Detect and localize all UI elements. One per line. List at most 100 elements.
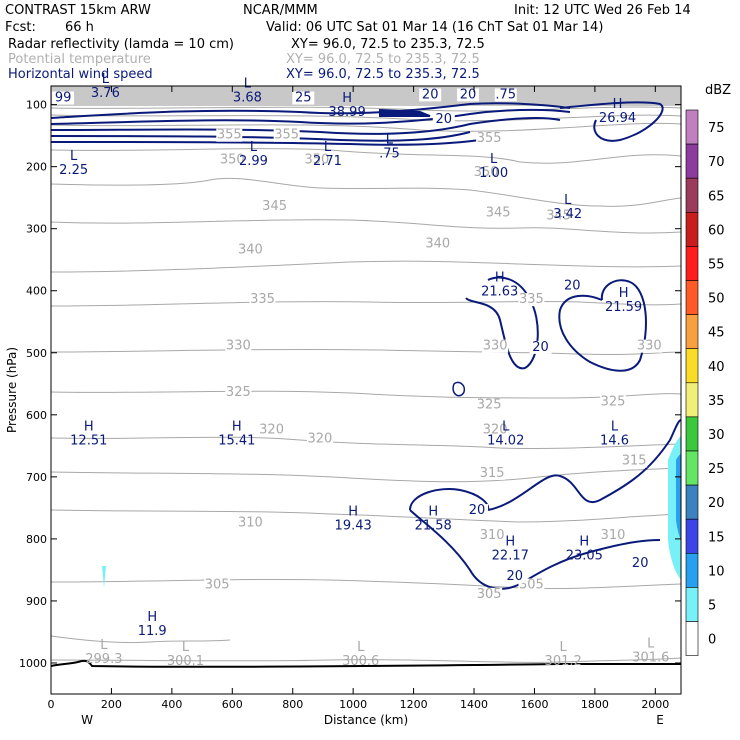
theta-label-bg bbox=[237, 243, 264, 257]
wind-label: .75 bbox=[495, 87, 516, 102]
colorbar-level: 40 bbox=[708, 360, 725, 375]
colorbar-swatches bbox=[685, 109, 699, 656]
x-tick-label: 200 bbox=[101, 698, 122, 711]
theta-label: 325 bbox=[477, 398, 502, 413]
extremum-value: 21.63 bbox=[481, 285, 518, 300]
wind-20-low-b bbox=[487, 419, 682, 511]
extremum-type: L bbox=[490, 152, 498, 167]
field-2-xy: XY= 96.0, 72.5 to 235.3, 72.5 bbox=[286, 52, 480, 67]
y-tick-label: 700 bbox=[26, 471, 47, 484]
theta-label-bg bbox=[482, 423, 509, 437]
extremum-value: 21.59 bbox=[605, 300, 642, 315]
y-tick-label: 900 bbox=[26, 595, 47, 608]
extremum-type: L bbox=[386, 132, 394, 147]
theta-label-bg bbox=[600, 528, 627, 542]
y-tick-label: 400 bbox=[26, 285, 47, 298]
extremum-type: L bbox=[647, 637, 655, 652]
colorbar-swatch bbox=[685, 621, 699, 656]
theta-contour-lines bbox=[50, 106, 682, 663]
colorbar-level: 30 bbox=[708, 428, 725, 443]
theta-label-bg bbox=[621, 454, 648, 468]
extremum-type: H bbox=[348, 505, 358, 520]
extremum-value: 3.68 bbox=[233, 91, 262, 106]
extremum-type: H bbox=[428, 505, 438, 520]
theta-label: 350 bbox=[220, 153, 245, 168]
theta-label: 315 bbox=[622, 453, 647, 468]
wind-labels: 99 25 20 20 .75 20 20 20 20 20 20 bbox=[52, 87, 652, 584]
wind-20-mid-b bbox=[558, 279, 647, 372]
theta-label: 345 bbox=[546, 208, 571, 223]
wind-label: 20 bbox=[422, 87, 439, 102]
x-tick-label: 1200 bbox=[400, 698, 428, 711]
wind-jet-right bbox=[559, 101, 664, 142]
plot-area: 355 355 355 350 350 350 345 345 345 340 340 335 335 3… bbox=[5, 72, 682, 727]
colorbar-level: 10 bbox=[708, 564, 725, 579]
theta-label-bg bbox=[225, 339, 252, 353]
reflectivity-left-cell bbox=[102, 566, 106, 588]
theta-label-bg bbox=[479, 466, 506, 480]
wind-jet-line-4 bbox=[50, 131, 471, 142]
colorbar-level: 55 bbox=[708, 257, 725, 272]
extremum-value: 300.6 bbox=[342, 654, 379, 669]
theta-label-bg bbox=[479, 528, 506, 542]
wind-label: 99 bbox=[55, 91, 72, 106]
extremum-value: 1.00 bbox=[479, 166, 508, 181]
theta-label: 310 bbox=[238, 515, 263, 530]
extremum-value: 3.76 bbox=[91, 86, 120, 101]
wind-label-bg bbox=[292, 91, 315, 105]
theta-label: 320 bbox=[483, 422, 508, 437]
wind-label-bg bbox=[529, 340, 552, 354]
x-tick-label: 1400 bbox=[460, 698, 488, 711]
theta-label-bg bbox=[225, 386, 252, 400]
extremum-value: 14.02 bbox=[487, 434, 524, 449]
extremum-type: L bbox=[250, 140, 258, 155]
field-1-xy: XY= 96.0, 72.5 to 235.3, 72.5 bbox=[291, 37, 485, 52]
x-tick-label: 0 bbox=[48, 698, 55, 711]
extremum-value: 2.71 bbox=[313, 154, 342, 169]
colorbar-swatch bbox=[685, 552, 699, 588]
wind-label: 25 bbox=[295, 91, 312, 106]
theta-label: 345 bbox=[486, 205, 511, 220]
extremum-type: L bbox=[100, 638, 108, 653]
extremum-value: 26.94 bbox=[599, 111, 636, 126]
theta-label-bg bbox=[237, 516, 264, 530]
x-tick-label: 1000 bbox=[339, 698, 367, 711]
x-axis: 0 200 400 600 800 1000 1200 1400 1600 1800 2000 bbox=[48, 86, 669, 711]
field-3-name: Horizontal wind speed bbox=[8, 67, 153, 82]
extremum-type: L bbox=[70, 149, 78, 164]
theta-label-bg bbox=[476, 587, 503, 601]
extremum-type: H bbox=[342, 91, 352, 106]
colorbar-swatch bbox=[685, 587, 699, 622]
theta-label-bg bbox=[424, 237, 451, 251]
wind-label: 20 bbox=[564, 278, 581, 293]
theta-label: 340 bbox=[425, 236, 450, 251]
extremum-value: 38.99 bbox=[329, 105, 366, 120]
theta-low-1 bbox=[50, 657, 682, 663]
y-tick-label: 200 bbox=[26, 161, 47, 174]
wind-label: 20 bbox=[469, 503, 486, 518]
theta-label: 320 bbox=[259, 422, 284, 437]
colorbar-unit: dBZ bbox=[705, 83, 731, 98]
extremum-type: L bbox=[324, 140, 332, 155]
extremum-value: .75 bbox=[379, 146, 400, 161]
org-label: NCAR/MMM bbox=[243, 3, 318, 18]
y-tick-label: 800 bbox=[26, 533, 47, 546]
theta-360 bbox=[50, 122, 682, 132]
theta-label: 335 bbox=[519, 292, 544, 307]
field-3-xy: XY= 96.0, 72.5 to 235.3, 72.5 bbox=[286, 67, 480, 82]
y-tick-label: 500 bbox=[26, 347, 47, 360]
extremum-value: 2.25 bbox=[59, 163, 88, 178]
theta-320 bbox=[50, 436, 682, 450]
wind-jet-line-3 bbox=[50, 116, 561, 135]
colorbar-swatch bbox=[685, 143, 699, 179]
extremum-value: 19.43 bbox=[335, 519, 372, 534]
theta-label-bg bbox=[216, 128, 243, 142]
wind-contour-lines bbox=[50, 101, 682, 590]
theta-label-bg bbox=[476, 398, 503, 412]
fcst-value: 66 h bbox=[65, 20, 94, 35]
y-axis: 100 200 300 400 500 600 700 800 900 1000 bbox=[19, 99, 681, 670]
wind-jet-line-2 bbox=[50, 108, 571, 125]
